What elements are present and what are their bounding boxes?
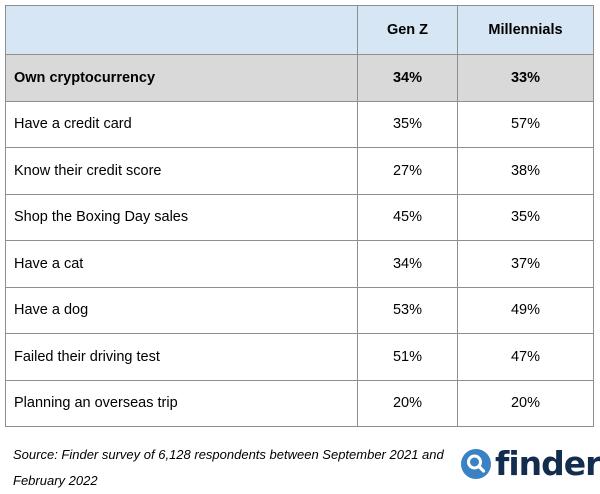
- table-row: Have a credit card 35% 57%: [5, 100, 594, 148]
- table-body: Own cryptocurrency 34% 33% Have a credit ca…: [5, 54, 594, 427]
- table-row: Shop the Boxing Day sales 45% 35%: [5, 193, 594, 241]
- table-row: Have a cat 34% 37%: [5, 240, 594, 288]
- table-row: Have a dog 53% 49%: [5, 286, 594, 334]
- finder-logo: finder: [461, 447, 600, 481]
- cell-gen-z: 51%: [357, 333, 458, 381]
- row-label: Planning an overseas trip: [5, 379, 358, 427]
- row-label: Own cryptocurrency: [5, 54, 358, 102]
- cell-millennials: 57%: [457, 100, 594, 148]
- cell-millennials: 35%: [457, 193, 594, 241]
- survey-table: Gen Z Millennials Own cryptocurrency 34% 3…: [5, 5, 594, 427]
- header-row: Gen Z Millennials: [5, 5, 594, 55]
- row-label: Know their credit score: [5, 147, 358, 195]
- source-note: Source: Finder survey of 6,128 responden…: [13, 442, 453, 494]
- row-label: Failed their driving test: [5, 333, 358, 381]
- table-row: Planning an overseas trip 20% 20%: [5, 379, 594, 427]
- cell-gen-z: 35%: [357, 100, 458, 148]
- row-label: Have a dog: [5, 286, 358, 334]
- cell-millennials: 33%: [457, 54, 594, 102]
- cell-millennials: 49%: [457, 286, 594, 334]
- cell-millennials: 38%: [457, 147, 594, 195]
- magnifier-icon: [461, 449, 491, 479]
- cell-gen-z: 34%: [357, 54, 458, 102]
- cell-millennials: 37%: [457, 240, 594, 288]
- source-line-1: Source: Finder survey of 6,128 responden…: [13, 447, 444, 462]
- cell-gen-z: 20%: [357, 379, 458, 427]
- cell-millennials: 47%: [457, 333, 594, 381]
- table-row: Own cryptocurrency 34% 33%: [5, 54, 594, 102]
- row-label: Have a credit card: [5, 100, 358, 148]
- header-gen-z: Gen Z: [357, 5, 458, 55]
- row-label: Shop the Boxing Day sales: [5, 193, 358, 241]
- row-label: Have a cat: [5, 240, 358, 288]
- cell-millennials: 20%: [457, 379, 594, 427]
- table-row: Failed their driving test 51% 47%: [5, 333, 594, 381]
- cell-gen-z: 53%: [357, 286, 458, 334]
- header-millennials: Millennials: [457, 5, 594, 55]
- header-corner: [5, 5, 358, 55]
- cell-gen-z: 27%: [357, 147, 458, 195]
- table-row: Know their credit score 27% 38%: [5, 147, 594, 195]
- source-line-2: February 2022: [13, 473, 98, 488]
- cell-gen-z: 45%: [357, 193, 458, 241]
- cell-gen-z: 34%: [357, 240, 458, 288]
- logo-text: finder: [495, 444, 600, 483]
